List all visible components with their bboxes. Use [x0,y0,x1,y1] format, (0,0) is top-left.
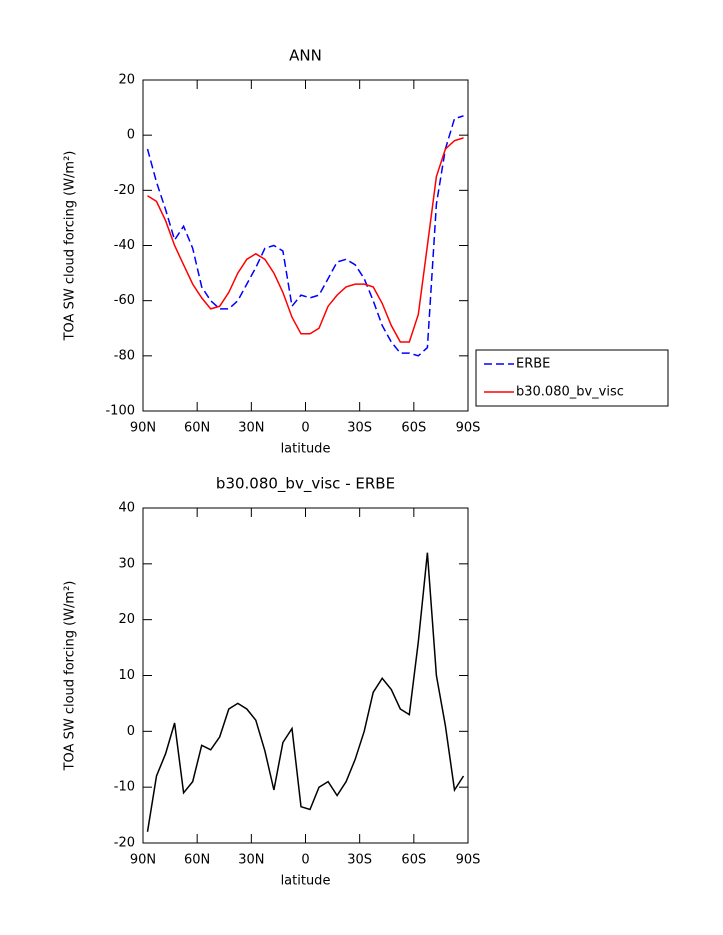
y-tick-label: -100 [105,404,135,419]
legend-box [475,349,669,407]
x-tick-label: 60N [184,853,210,868]
plot-frame [142,79,469,412]
y-tick-label: -40 [114,238,135,253]
data-line [147,137,464,343]
x-tick-label: 0 [301,853,309,868]
x-tick-label: 0 [301,421,309,436]
x-tick-label: 90S [456,421,481,436]
x-tick-label: 30S [347,421,372,436]
y-tick-label: -20 [114,836,135,851]
y-tick-label: 0 [127,724,135,739]
y-tick-label: -60 [114,293,135,308]
y-tick-label: -80 [114,348,135,363]
legend-label: b30.080_bv_visc [516,385,624,400]
y-axis-label: TOA SW cloud forcing (W/m²) [63,581,78,772]
x-tick-label: 90N [130,853,156,868]
y-tick-label: 0 [127,128,135,143]
y-axis-label: TOA SW cloud forcing (W/m²) [63,151,78,342]
x-axis-label: latitude [281,874,331,889]
plot-frame [142,507,469,844]
x-tick-label: 30N [238,421,264,436]
y-tick-label: -10 [114,780,135,795]
x-tick-label: 60S [401,853,426,868]
data-line [146,115,464,357]
x-tick-label: 90N [130,421,156,436]
y-tick-label: 20 [118,73,135,88]
legend-label: ERBE [516,357,550,372]
x-tick-label: 30N [238,853,264,868]
y-tick-label: -20 [114,183,135,198]
y-tick-label: 40 [118,501,135,516]
x-axis-label: latitude [281,442,331,457]
x-tick-label: 60N [184,421,210,436]
chart-title: ANN [289,47,322,65]
x-tick-label: 60S [401,421,426,436]
y-tick-label: 20 [118,612,135,627]
y-tick-label: 10 [118,668,135,683]
x-tick-label: 30S [347,853,372,868]
y-tick-label: 30 [118,556,135,571]
x-tick-label: 90S [456,853,481,868]
data-line [146,552,465,832]
chart-title: b30.080_bv_visc - ERBE [216,475,395,494]
